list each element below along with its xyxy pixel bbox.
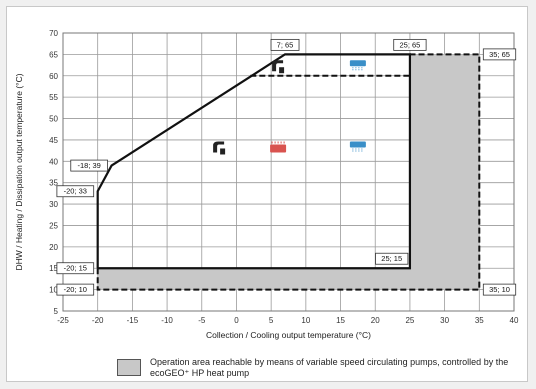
application-icons — [213, 60, 366, 155]
y-tick-label: 25 — [49, 221, 58, 230]
x-tick-label: -25 — [57, 316, 69, 325]
shaded-region — [97, 54, 480, 290]
radiator-body — [270, 144, 287, 153]
tap-body — [272, 60, 284, 72]
x-tick-label: 5 — [269, 316, 274, 325]
legend-swatch — [117, 359, 141, 376]
y-tick-label: 20 — [49, 243, 58, 252]
point-label-text: -20; 10 — [64, 285, 87, 294]
shaded-area — [97, 54, 480, 290]
point-label: 35; 65 — [482, 48, 517, 61]
solid-boundary-line — [96, 53, 412, 270]
y-tick-label: 5 — [54, 307, 59, 316]
point-labels: 7; 65 25; 65 35; 65 -18; 39 -20; 33 -20; 15 25… — [56, 38, 517, 296]
point-label-box — [482, 48, 517, 61]
point-label-text: -18; 39 — [77, 161, 100, 170]
x-tick-label: 10 — [301, 316, 310, 325]
point-label-text: 25; 65 — [399, 40, 420, 49]
x-axis-label: Collection / Cooling output temperature … — [206, 330, 371, 340]
tap-icon — [272, 60, 285, 74]
x-tick-label: 15 — [336, 316, 345, 325]
y-tick-label: 45 — [49, 136, 58, 145]
y-tick-label: 60 — [49, 72, 58, 81]
point-label-text: 35; 10 — [489, 285, 510, 294]
cooling-unit-icon — [349, 60, 366, 72]
cooling-body — [349, 141, 366, 148]
tap-body — [213, 141, 225, 153]
point-label-box — [393, 38, 427, 51]
cooling-unit-icon — [349, 141, 366, 153]
point-label: -18; 39 — [70, 159, 108, 172]
x-tick-label: -10 — [161, 316, 173, 325]
y-tick-label: 55 — [49, 93, 58, 102]
point-label: 35; 10 — [482, 283, 517, 296]
legend: Operation area reachable by means of var… — [117, 357, 527, 379]
y-tick-label: 70 — [49, 29, 58, 38]
chart-frame: -25 -20 -15 -10 -5 0 5 10 15 20 25 30 35 40 5 10 15 20 25 3… — [6, 6, 528, 382]
point-label-text: -20; 33 — [64, 187, 87, 196]
y-tick-label: 50 — [49, 115, 58, 124]
y-tick-label: 65 — [49, 50, 58, 59]
tap-drip — [220, 148, 226, 155]
x-tick-label: 35 — [475, 316, 484, 325]
point-label: -20; 10 — [56, 283, 95, 296]
x-tick-label: 0 — [234, 316, 239, 325]
point-label-box — [375, 252, 409, 265]
point-label-text: 35; 65 — [489, 50, 510, 59]
point-label-box — [56, 283, 95, 296]
point-label: -20; 15 — [56, 262, 95, 275]
cooling-body — [349, 60, 366, 67]
y-tick-label: 15 — [49, 264, 58, 273]
point-label: -20; 33 — [56, 185, 95, 198]
point-label-box — [56, 185, 95, 198]
point-label-text: 25; 15 — [381, 254, 402, 263]
x-tick-label: -5 — [198, 316, 206, 325]
tick-labels: -25 -20 -15 -10 -5 0 5 10 15 20 25 30 35 40 5 10 15 20 25 3… — [49, 29, 519, 325]
x-tick-label: 30 — [440, 316, 449, 325]
legend-text: Operation area reachable by means of var… — [150, 357, 509, 378]
point-label-text: 7; 65 — [277, 40, 294, 49]
point-label-box — [482, 283, 517, 296]
x-tick-label: -15 — [127, 316, 139, 325]
radiator-icon — [270, 141, 287, 153]
tap-icon — [213, 141, 226, 155]
point-label: 25; 15 — [375, 252, 409, 265]
point-label-text: -20; 15 — [64, 264, 87, 273]
x-tick-label: 40 — [510, 316, 519, 325]
boundary-lines — [96, 53, 481, 291]
operating-envelope-chart: -25 -20 -15 -10 -5 0 5 10 15 20 25 30 35 40 5 10 15 20 25 3… — [14, 29, 519, 340]
x-tick-label: 20 — [371, 316, 380, 325]
point-label: 7; 65 — [270, 38, 300, 51]
y-tick-label: 40 — [49, 157, 58, 166]
point-label-box — [56, 262, 95, 275]
x-tick-label: 25 — [405, 316, 414, 325]
plot-border — [62, 32, 515, 312]
x-tick-label: -20 — [92, 316, 104, 325]
point-label-box — [70, 159, 108, 172]
y-tick-label: 35 — [49, 179, 58, 188]
point-label: 25; 65 — [393, 38, 427, 51]
tap-drip — [279, 67, 285, 74]
y-axis-label: DHW / Heating / Dissipation output tempe… — [14, 73, 24, 270]
dashed-boundary-line — [96, 53, 481, 291]
point-label-box — [270, 38, 300, 51]
y-tick-label: 10 — [49, 286, 58, 295]
y-tick-label: 30 — [49, 200, 58, 209]
